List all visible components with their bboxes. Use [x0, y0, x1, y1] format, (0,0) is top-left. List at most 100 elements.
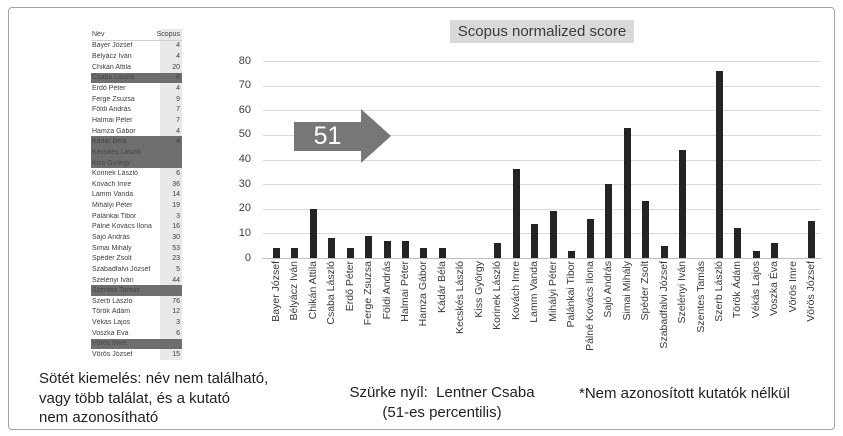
table-cell-value: 7 — [159, 115, 182, 126]
bar-slot — [747, 61, 765, 258]
x-axis-label: Voszka Éva — [768, 261, 781, 316]
bar — [715, 70, 723, 258]
x-axis-label: Mihályi Péter — [546, 261, 559, 322]
x-axis-label: Csaba László — [325, 261, 338, 325]
gridline — [263, 184, 821, 186]
table-cell-value: 4 — [159, 83, 182, 94]
table-cell-value: 8 — [159, 72, 182, 84]
x-axis-label: Kiss György — [472, 261, 485, 318]
x-axis: Bayer József Bélyácz Iván Chikán Attila Csa… — [267, 261, 821, 365]
bar — [623, 127, 631, 258]
table-cell-name: Chikán Attila — [92, 63, 131, 71]
x-axis-label: Bayer József — [269, 261, 282, 322]
reference-table: Név Scopus Bayer József 4 Bélyácz Iván 4 Chi… — [91, 29, 182, 360]
chart-title: Scopus normalized score — [449, 20, 635, 43]
x-label-slot: Palánkai Tibor — [563, 261, 581, 365]
table-cell-name: Halmai Péter — [92, 116, 133, 124]
table-row: Korinek László 6 — [91, 168, 182, 179]
table-row: Kádár Béla 4 — [91, 136, 182, 148]
x-axis-label: Palánkai Tibor — [565, 261, 578, 328]
table-cell-name: Kiss György — [92, 159, 130, 167]
table-cell-value: 20 — [159, 61, 182, 73]
x-label-slot: Kecskés László — [452, 261, 470, 365]
gray-arrow-51: 51 — [294, 109, 391, 163]
x-label-slot: Szerb László — [710, 261, 728, 365]
table-cell-value: 14 — [159, 189, 182, 201]
y-axis: 0 10 20 30 40 50 60 70 80 — [227, 55, 257, 264]
bar-slot — [507, 61, 525, 258]
x-axis-label: Kecskés László — [454, 261, 467, 334]
bar — [346, 248, 354, 258]
bar — [734, 228, 742, 258]
x-label-slot: Simai Mihály — [618, 261, 636, 365]
table-cell-name: Pálné Kovács Ilona — [92, 223, 152, 231]
bar-slot — [673, 61, 691, 258]
x-label-slot: Bélyácz Iván — [285, 261, 303, 365]
x-label-slot: Kovách Imre — [507, 261, 525, 365]
bar — [438, 248, 446, 258]
bar — [531, 223, 539, 258]
bar-slot — [729, 61, 747, 258]
gridline — [263, 61, 821, 62]
table-cell-name: Vörös József — [92, 351, 133, 359]
bar — [309, 208, 317, 258]
bar — [291, 248, 299, 258]
table-row: Szentes Tamás — [91, 285, 182, 297]
table-row: Mihályi Péter 19 — [91, 200, 182, 211]
dark-note-line1: Sötét kiemelés: név nem található, — [39, 370, 269, 387]
bar-slot — [378, 61, 396, 258]
table-cell-value: 9 — [159, 93, 182, 105]
x-axis-label: Sajó András — [602, 261, 615, 318]
gridline — [263, 134, 821, 136]
table-cell-name: Szabadfalvi József — [92, 265, 151, 273]
x-label-slot: Mihályi Péter — [544, 261, 562, 365]
x-axis-label: Szelényi Iván — [676, 261, 689, 324]
table-row: Vörös József 15 — [91, 349, 182, 360]
table-cell-value: 6 — [159, 327, 182, 339]
x-label-slot: Vékás Lajos — [747, 261, 765, 365]
table-cell-value: 6 — [159, 168, 182, 179]
x-axis-label: Kovách Imre — [509, 261, 522, 320]
x-label-slot: Szabadfalvi József — [655, 261, 673, 365]
table-cell-value: 7 — [159, 104, 182, 116]
table-row: Vörös Imre — [91, 338, 182, 350]
dark-note-line2: vagy több találat, és a kutató — [39, 389, 230, 407]
table-row: Ferge Zsuzsa 9 — [91, 93, 182, 105]
table-cell-value: 4 — [159, 40, 182, 52]
table-cell-name: Palánkai Tibor — [92, 212, 137, 220]
table-cell-name: Bélyácz Iván — [92, 53, 132, 61]
bar-slot — [599, 61, 617, 258]
table-row: Voszka Éva 6 — [91, 327, 182, 339]
x-axis-label: Szabadfalvi József — [657, 261, 670, 349]
table-row: Bayer József 4 — [91, 40, 182, 52]
table-row: Pálné Kovács Ilona 16 — [91, 221, 182, 233]
x-label-slot: Bayer József — [267, 261, 285, 365]
table-cell-name: Török Ádám — [92, 308, 131, 316]
table-cell-name: Sajó András — [92, 233, 130, 241]
x-label-slot: Földi András — [378, 261, 396, 365]
table-cell-name: Korinek László — [92, 170, 138, 178]
table-cell-name: Vékás Lajos — [92, 319, 131, 327]
bar — [272, 248, 280, 258]
table-cell-value: 3 — [159, 317, 182, 328]
bar-slot — [452, 61, 470, 258]
gridline — [263, 258, 821, 259]
table-row: Kiss György — [91, 157, 182, 169]
arrow-note-line1: Szürke nyíl: Lentner Csaba — [349, 384, 535, 401]
y-tick-label: 40 — [238, 153, 251, 165]
x-label-slot: Szentes Tamás — [692, 261, 710, 365]
x-label-slot: Ferge Zsuzsa — [359, 261, 377, 365]
bar — [642, 201, 650, 258]
table-row: Spéder Zsolt 23 — [91, 253, 182, 265]
y-tick-label: 50 — [238, 128, 251, 141]
x-axis-label: Vörös Imre — [786, 261, 799, 313]
x-label-slot: Korinek László — [489, 261, 507, 365]
table-cell-value — [159, 338, 182, 350]
table-row: Szelényi Iván 44 — [91, 274, 182, 286]
table-cell-value — [159, 147, 182, 158]
bar-slot — [784, 61, 802, 258]
table-cell-name: Szerb László — [92, 297, 133, 305]
x-axis-label: Bélyácz Iván — [288, 261, 301, 321]
bar — [752, 250, 760, 258]
table-cell-value: 4 — [159, 51, 182, 62]
